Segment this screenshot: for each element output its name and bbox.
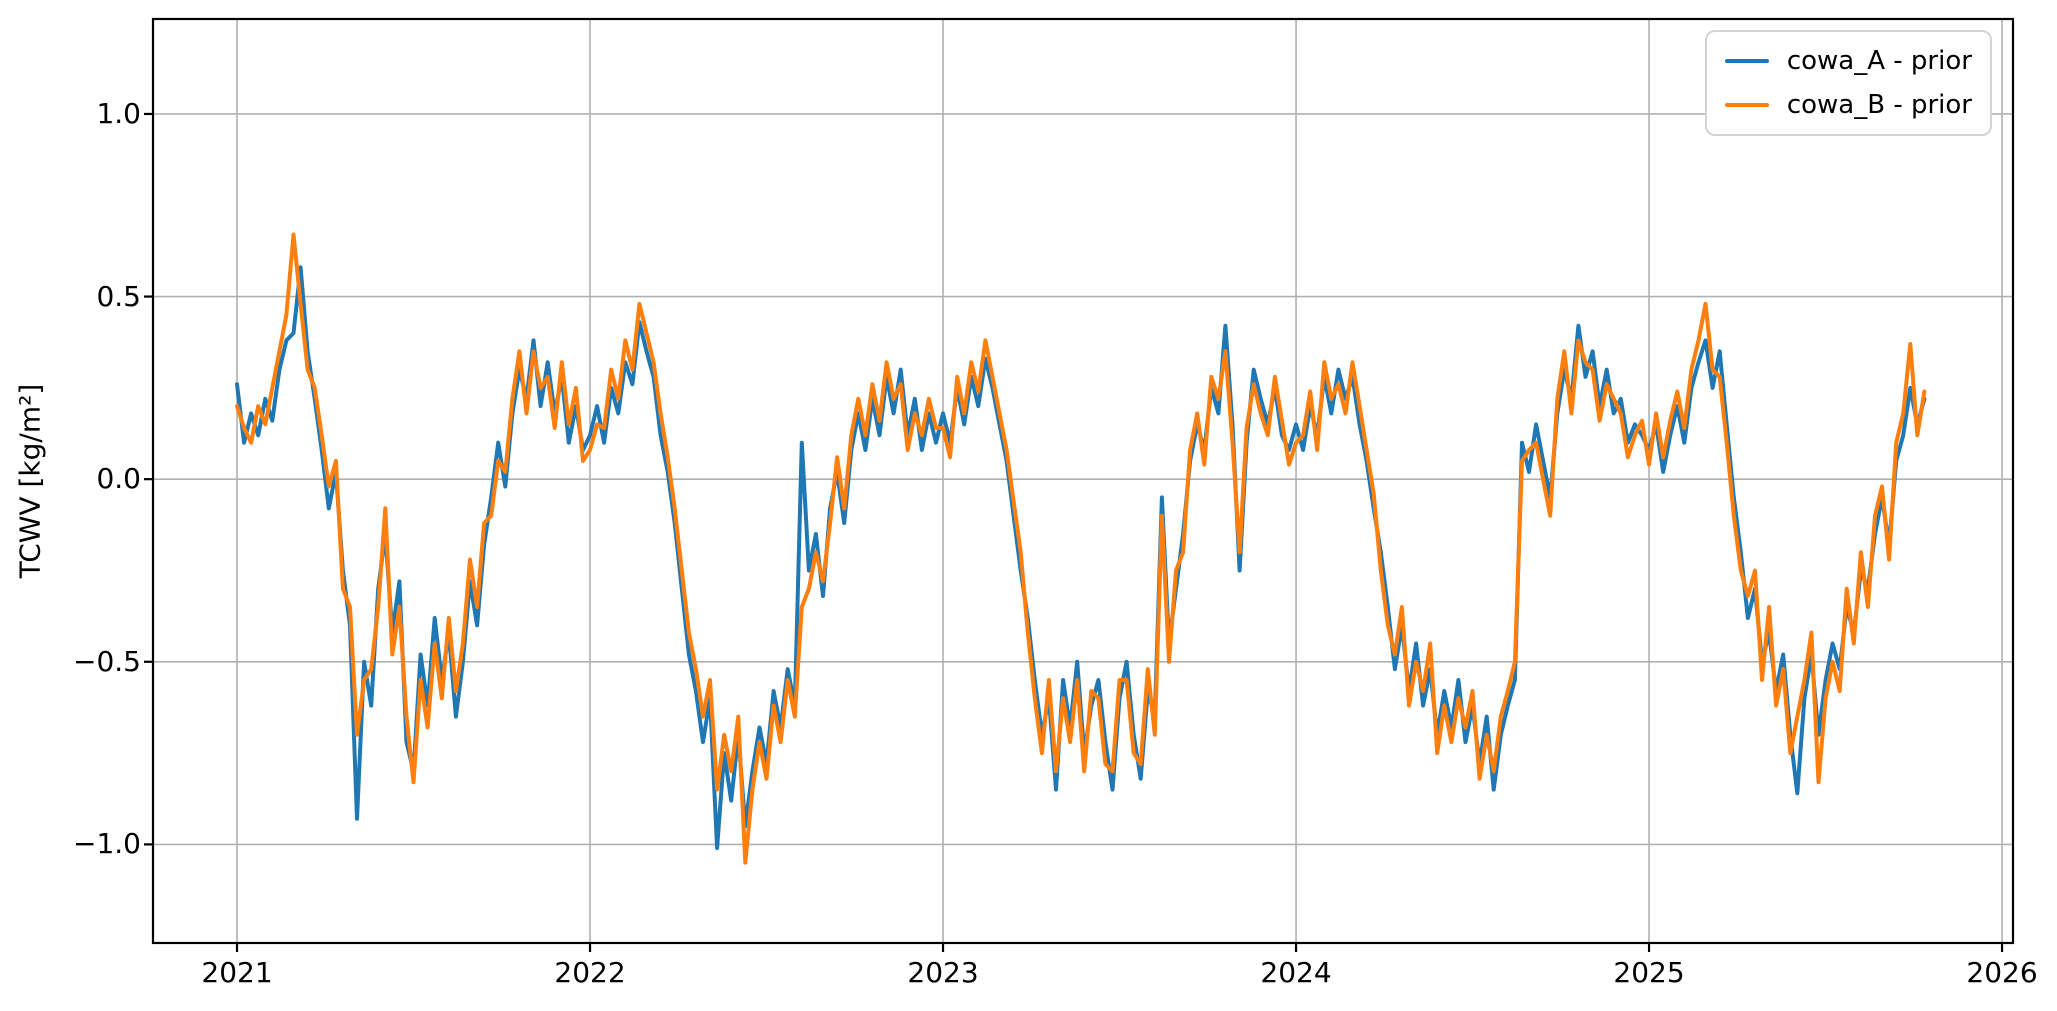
x-tick-label-2024: 2024 xyxy=(1260,956,1332,989)
legend-line-swatch-cowa-b xyxy=(1724,102,1769,108)
legend-label-cowa-b: cowa_B - prior xyxy=(1786,90,1972,120)
y-tick-label-0.0: 0.0 xyxy=(96,462,141,496)
x-tick-label-2022: 2022 xyxy=(554,956,626,989)
x-tick-label-2026: 2026 xyxy=(1966,956,2038,989)
legend-item-cowa-a: cowa_A - prior xyxy=(1724,44,1972,78)
y-tick-label-1.0: 1.0 xyxy=(96,96,141,130)
x-tick-label-2025: 2025 xyxy=(1613,956,1685,989)
y-tick-label-0.5: 0.5 xyxy=(96,279,141,313)
legend-line-swatch-cowa-a xyxy=(1724,58,1769,64)
axes-border xyxy=(151,17,2015,945)
x-tick-label-2021: 2021 xyxy=(201,956,273,989)
legend: cowa_A - prior cowa_B - prior xyxy=(1704,30,1992,136)
y-tick-label-neg-1.0: −1.0 xyxy=(73,827,141,861)
legend-item-cowa-b: cowa_B - prior xyxy=(1724,88,1972,122)
y-tick-label-neg-0.5: −0.5 xyxy=(73,644,141,678)
series-line-cowa-b xyxy=(235,232,1927,865)
x-tick-label-2023: 2023 xyxy=(907,956,979,989)
legend-label-cowa-a: cowa_A - prior xyxy=(1786,46,1972,76)
series-line-cowa-a xyxy=(235,265,1927,850)
